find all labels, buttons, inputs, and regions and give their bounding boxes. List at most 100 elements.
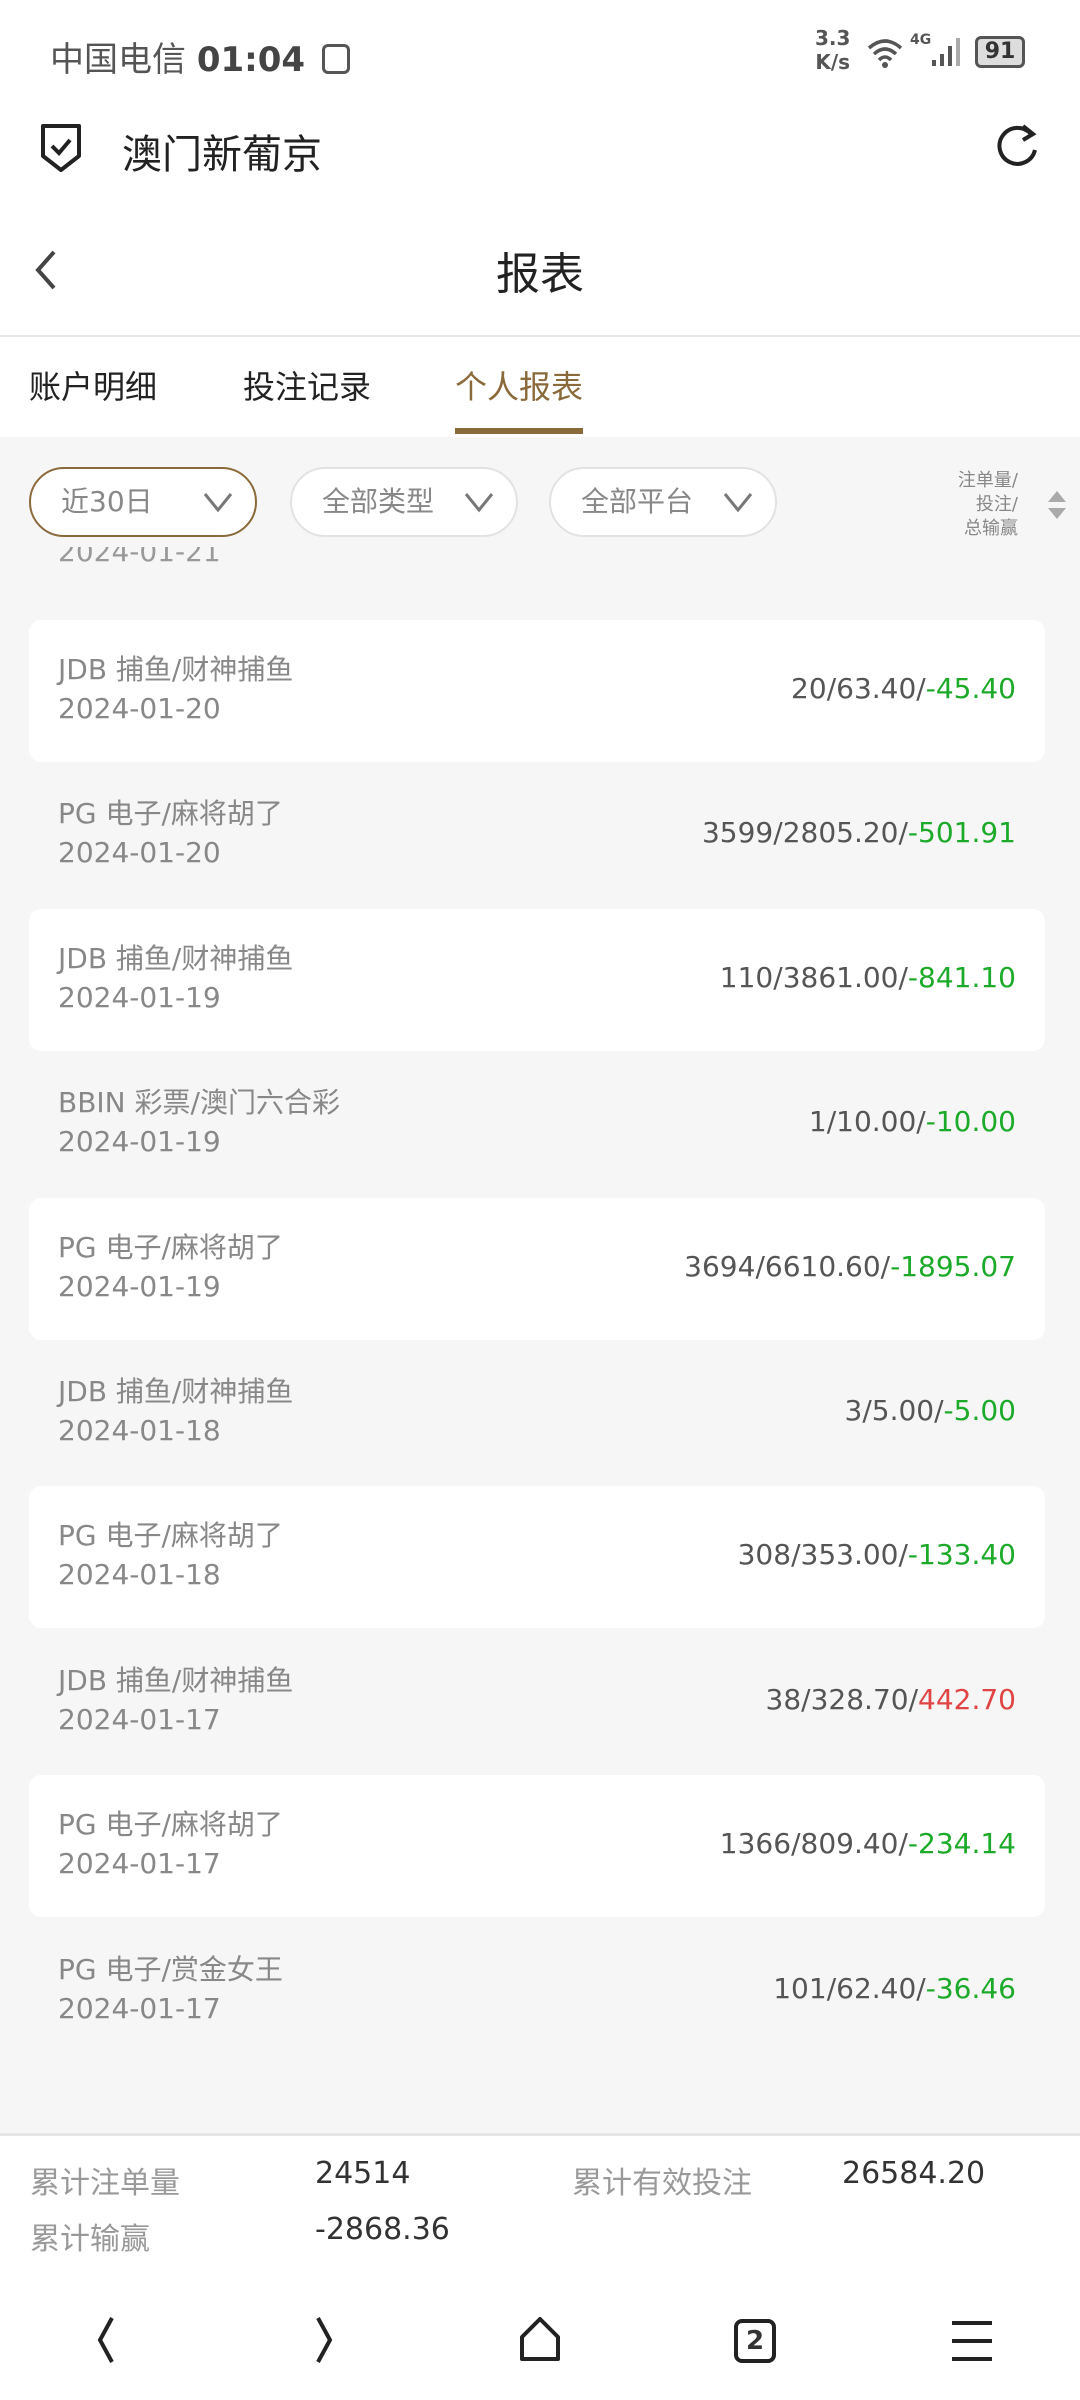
- sort-label-line: 总输赢: [964, 518, 1018, 539]
- total-win-value: -2868.36: [315, 2212, 450, 2247]
- total-count-label: 累计注单量: [30, 2166, 180, 2201]
- filter-label: 近30日: [61, 485, 153, 518]
- report-row[interactable]: JDB 捕鱼/财神捕鱼 2024-01-19 110/3861.00/-841.…: [29, 908, 1045, 1051]
- bet-amount: 62.40: [836, 1971, 917, 2005]
- report-row[interactable]: PG 电子/麻将胡了 2024-01-19 3694/6610.60/-1895…: [29, 1197, 1045, 1340]
- report-row[interactable]: BBIN 彩票/澳门六合彩 2024-01-19 1/10.00/-10.00: [29, 1053, 1045, 1195]
- row-values: 101/62.40/-36.46: [773, 1971, 1016, 2005]
- report-content[interactable]: 近30日 全部类型 全部平台 注单量/投注/总输赢 2024-01-21 JDB…: [0, 437, 1080, 2133]
- nav-back-icon[interactable]: [92, 2315, 122, 2365]
- network-type: 4G: [910, 32, 932, 48]
- filter-platform[interactable]: 全部平台: [549, 467, 777, 537]
- game-name: PG 电子/麻将胡了: [58, 1230, 283, 1264]
- bet-amount: 5.00: [871, 1394, 935, 1427]
- shield-check-icon: [41, 124, 81, 172]
- app-title: 澳门新葡京: [122, 132, 322, 178]
- row-values: 38/328.70/442.70: [765, 1682, 1016, 1716]
- report-row[interactable]: JDB 捕鱼/财神捕鱼 2024-01-18 3/5.00/-5.00: [29, 1342, 1045, 1484]
- hand-icon: [321, 44, 350, 74]
- game-name: JDB 捕鱼/财神捕鱼: [58, 941, 294, 975]
- bet-count: 110: [719, 960, 774, 994]
- row-values: 3694/6610.60/-1895.07: [684, 1249, 1016, 1283]
- summary-footer: 累计注单量 24514 累计有效投注 26584.20 累计输赢 -2868.3…: [0, 2133, 1080, 2273]
- bet-amount: 10.00: [836, 1105, 917, 1139]
- bet-count: 3694: [684, 1249, 756, 1283]
- bet-amount: 3861.00: [782, 960, 899, 994]
- bet-amount: 6610.60: [764, 1249, 881, 1283]
- total-win-label: 累计输赢: [30, 2222, 150, 2257]
- report-row[interactable]: PG 电子/赏金女王 2024-01-17 101/62.40/-36.46: [29, 1920, 1045, 2062]
- clock: 01:04: [196, 40, 306, 80]
- game-name: JDB 捕鱼/财神捕鱼: [58, 1663, 294, 1697]
- tab-personal-report[interactable]: 个人报表: [455, 368, 584, 406]
- refresh-icon[interactable]: [993, 122, 1041, 172]
- filter-date-range[interactable]: 近30日: [29, 467, 257, 537]
- net-speed-unit: K/s: [815, 50, 851, 74]
- sort-icon[interactable]: [1046, 489, 1068, 521]
- total-bet-label: 累计有效投注: [572, 2166, 752, 2201]
- row-values: 3599/2805.20/-501.91: [701, 816, 1016, 850]
- bet-amount: 328.70: [810, 1682, 909, 1716]
- tab-account-details[interactable]: 账户明细: [29, 368, 158, 406]
- row-date: 2024-01-17: [58, 1702, 221, 1736]
- signal-icon: [932, 38, 960, 66]
- chevron-down-icon: [723, 493, 753, 513]
- active-tab-indicator: [455, 428, 583, 434]
- tab-bet-records[interactable]: 投注记录: [243, 368, 372, 406]
- carrier: 中国电信: [50, 40, 186, 80]
- game-name: PG 电子/赏金女王: [58, 1952, 283, 1986]
- back-icon[interactable]: [32, 248, 60, 292]
- status-bar: 中国电信 01:04 3.3 K/s 4G 91: [0, 0, 1080, 105]
- game-name: PG 电子/麻将胡了: [58, 1519, 283, 1553]
- report-row[interactable]: PG 电子/麻将胡了 2024-01-20 3599/2805.20/-501.…: [29, 764, 1045, 906]
- row-values: 20/63.40/-45.40: [791, 672, 1016, 705]
- win-loss: 442.70: [918, 1682, 1016, 1716]
- row-values: 110/3861.00/-841.10: [719, 960, 1016, 994]
- browser-nav-bar: 2: [0, 2273, 1080, 2400]
- sort-label[interactable]: 注单量/投注/总输赢: [958, 469, 1018, 541]
- filter-type[interactable]: 全部类型: [290, 467, 518, 537]
- row-date: 2024-01-18: [58, 1414, 221, 1447]
- row-values: 1366/809.40/-234.14: [719, 1827, 1016, 1861]
- row-date: 2024-01-19: [58, 1125, 221, 1159]
- wifi-icon: [867, 39, 903, 68]
- row-values: 1/10.00/-10.00: [808, 1105, 1016, 1139]
- bet-count: 20: [791, 672, 827, 705]
- game-name: PG 电子/麻将胡了: [58, 797, 283, 831]
- nav-forward-icon[interactable]: [308, 2315, 338, 2365]
- row-values: 308/353.00/-133.40: [737, 1538, 1016, 1572]
- filter-label: 全部类型: [322, 485, 435, 518]
- report-row[interactable]: JDB 捕鱼/财神捕鱼 2024-01-17 38/328.70/442.70: [29, 1631, 1045, 1773]
- bet-amount: 809.40: [800, 1827, 899, 1861]
- filter-label: 全部平台: [581, 485, 694, 518]
- bet-count: 3599: [701, 816, 774, 850]
- report-row[interactable]: PG 电子/麻将胡了 2024-01-17 1366/809.40/-234.1…: [29, 1775, 1045, 1918]
- partial-row-date: 2024-01-21: [58, 547, 221, 568]
- game-name: JDB 捕鱼/财神捕鱼: [58, 1375, 294, 1408]
- row-date: 2024-01-20: [58, 836, 221, 870]
- home-icon[interactable]: [516, 2315, 564, 2365]
- win-loss: -841.10: [907, 960, 1016, 994]
- report-row[interactable]: JDB 捕鱼/财神捕鱼 2024-01-20 20/63.40/-45.40: [29, 620, 1045, 762]
- win-loss: -501.91: [907, 816, 1016, 850]
- menu-icon[interactable]: [950, 2319, 994, 2363]
- bet-count: 101: [773, 1971, 827, 2005]
- bet-amount: 2805.20: [782, 816, 899, 850]
- win-loss: -1895.07: [890, 1249, 1016, 1283]
- bet-count: 308: [737, 1538, 792, 1572]
- win-loss: -45.40: [925, 672, 1016, 705]
- game-name: PG 电子/麻将胡了: [58, 1808, 283, 1842]
- tabs-count-button[interactable]: 2: [734, 2319, 776, 2363]
- tab-bar: 账户明细 投注记录 个人报表: [0, 335, 1080, 437]
- battery-icon: 91: [975, 36, 1025, 68]
- bet-count: 1366: [719, 1827, 792, 1861]
- bet-count: 3: [844, 1394, 863, 1427]
- row-values: 3/5.00/-5.00: [844, 1394, 1017, 1427]
- bet-count: 38: [765, 1682, 802, 1716]
- game-name: BBIN 彩票/澳门六合彩: [58, 1086, 340, 1120]
- row-date: 2024-01-17: [58, 1847, 221, 1881]
- report-row[interactable]: PG 电子/麻将胡了 2024-01-18 308/353.00/-133.40: [29, 1486, 1045, 1629]
- win-loss: -36.46: [925, 1971, 1016, 2005]
- row-date: 2024-01-17: [58, 1991, 221, 2025]
- row-date: 2024-01-20: [58, 692, 221, 725]
